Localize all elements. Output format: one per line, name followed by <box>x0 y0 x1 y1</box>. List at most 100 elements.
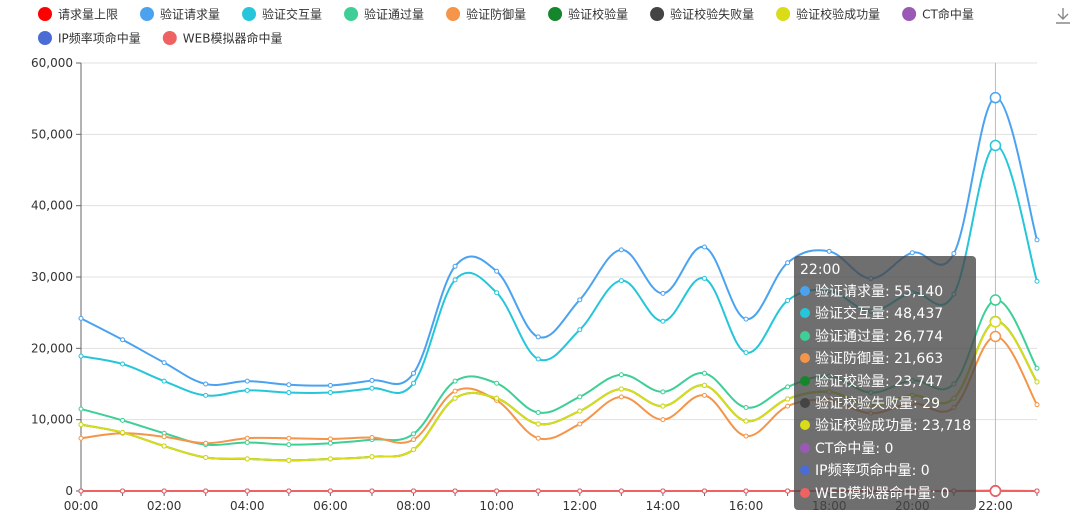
data-point[interactable] <box>535 435 541 441</box>
legend-item[interactable]: 验证请求量 <box>140 7 220 22</box>
data-point[interactable] <box>826 248 832 254</box>
data-point[interactable] <box>951 250 957 256</box>
data-point[interactable] <box>743 488 749 494</box>
data-point[interactable] <box>286 488 292 494</box>
data-point[interactable] <box>411 447 417 453</box>
data-point[interactable] <box>989 485 1002 497</box>
data-point[interactable] <box>618 386 624 392</box>
data-point[interactable] <box>327 456 333 462</box>
data-point[interactable] <box>452 388 458 394</box>
data-point[interactable] <box>369 454 375 460</box>
data-point[interactable] <box>618 278 624 284</box>
legend-item[interactable]: 验证校验量 <box>548 7 628 22</box>
legend-item[interactable]: 验证防御量 <box>446 7 526 22</box>
data-point[interactable] <box>1034 237 1040 243</box>
legend-item[interactable]: 验证通过量 <box>344 7 424 22</box>
data-point[interactable] <box>660 290 666 296</box>
data-point[interactable] <box>411 431 417 437</box>
data-point[interactable] <box>161 443 167 449</box>
data-point[interactable] <box>785 488 791 494</box>
data-point[interactable] <box>120 337 126 343</box>
legend-item[interactable]: 验证校验成功量 <box>776 7 880 22</box>
data-point[interactable] <box>327 488 333 494</box>
data-point[interactable] <box>494 488 500 494</box>
data-point[interactable] <box>743 433 749 439</box>
data-point[interactable] <box>701 370 707 376</box>
legend-item[interactable]: 验证交互量 <box>242 7 322 22</box>
data-point[interactable] <box>452 378 458 384</box>
data-point[interactable] <box>203 454 209 460</box>
data-point[interactable] <box>1034 365 1040 371</box>
data-point[interactable] <box>452 263 458 269</box>
data-point[interactable] <box>244 488 250 494</box>
data-point[interactable] <box>78 406 84 412</box>
data-point[interactable] <box>327 382 333 388</box>
data-point[interactable] <box>203 381 209 387</box>
data-point[interactable] <box>909 250 915 256</box>
data-point[interactable] <box>78 488 84 494</box>
data-point[interactable] <box>785 260 791 266</box>
data-point[interactable] <box>369 377 375 383</box>
data-point[interactable] <box>701 382 707 388</box>
data-point[interactable] <box>161 360 167 366</box>
data-point[interactable] <box>743 405 749 411</box>
data-point[interactable] <box>203 488 209 494</box>
data-point[interactable] <box>452 488 458 494</box>
data-point[interactable] <box>618 488 624 494</box>
legend-item[interactable]: WEB模拟器命中量 <box>162 31 283 46</box>
legend-item[interactable]: CT命中量 <box>902 7 974 22</box>
data-point[interactable] <box>369 435 375 440</box>
data-point[interactable] <box>286 390 292 396</box>
data-point[interactable] <box>286 457 292 463</box>
data-point[interactable] <box>286 435 292 441</box>
data-point[interactable] <box>577 421 583 427</box>
data-point[interactable] <box>535 356 541 362</box>
data-point[interactable] <box>1034 278 1040 284</box>
data-point[interactable] <box>577 488 583 494</box>
data-point[interactable] <box>989 316 1002 328</box>
data-point[interactable] <box>660 318 666 324</box>
data-point[interactable] <box>494 268 500 274</box>
data-point[interactable] <box>411 488 417 494</box>
data-point[interactable] <box>1034 379 1040 385</box>
data-point[interactable] <box>78 435 84 441</box>
data-point[interactable] <box>701 488 707 494</box>
data-point[interactable] <box>701 244 707 250</box>
data-point[interactable] <box>1034 488 1040 494</box>
data-point[interactable] <box>494 380 500 386</box>
data-point[interactable] <box>785 396 791 402</box>
data-point[interactable] <box>327 440 333 446</box>
data-point[interactable] <box>618 372 624 378</box>
data-point[interactable] <box>327 436 333 442</box>
data-point[interactable] <box>161 488 167 494</box>
data-point[interactable] <box>989 139 1002 152</box>
data-point[interactable] <box>701 275 707 281</box>
data-point[interactable] <box>452 277 458 283</box>
data-point[interactable] <box>618 247 624 253</box>
data-point[interactable] <box>743 350 749 356</box>
data-point[interactable] <box>1034 402 1040 408</box>
data-point[interactable] <box>535 334 541 340</box>
data-point[interactable] <box>120 361 126 367</box>
data-point[interactable] <box>120 430 126 436</box>
data-point[interactable] <box>327 390 333 396</box>
data-point[interactable] <box>286 442 292 448</box>
data-point[interactable] <box>577 297 583 303</box>
legend-item[interactable]: 请求量上限 <box>38 7 118 22</box>
download-icon[interactable] <box>1054 6 1072 26</box>
data-point[interactable] <box>411 380 417 386</box>
data-point[interactable] <box>494 290 500 296</box>
legend[interactable]: 请求量上限 验证请求量 验证交互量 验证通过量 验证防御量 验证校验量 验证校验失败量 验证校… <box>38 7 974 46</box>
data-point[interactable] <box>989 294 1002 306</box>
data-point[interactable] <box>660 417 666 423</box>
data-point[interactable] <box>411 437 417 443</box>
data-point[interactable] <box>244 439 250 445</box>
data-point[interactable] <box>577 394 583 400</box>
data-point[interactable] <box>244 378 250 384</box>
data-point[interactable] <box>989 91 1002 104</box>
data-point[interactable] <box>244 387 250 393</box>
data-point[interactable] <box>785 298 791 304</box>
data-point[interactable] <box>78 422 84 428</box>
data-point[interactable] <box>78 353 84 359</box>
data-point[interactable] <box>452 395 458 401</box>
